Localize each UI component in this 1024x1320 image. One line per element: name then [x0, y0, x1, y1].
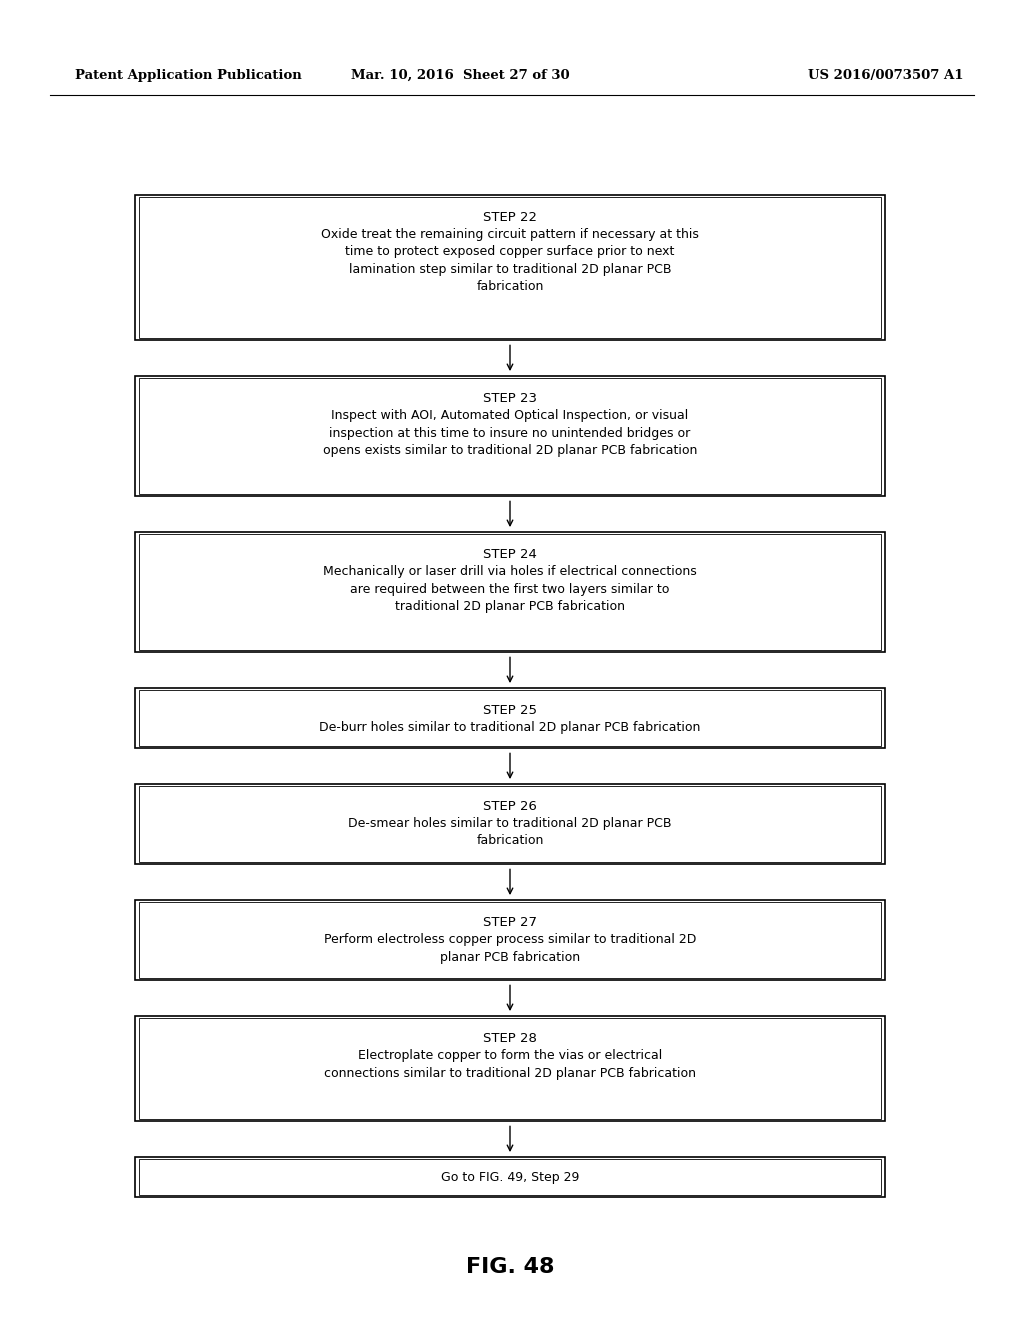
- Text: Patent Application Publication: Patent Application Publication: [75, 69, 302, 82]
- Text: Go to FIG. 49, Step 29: Go to FIG. 49, Step 29: [440, 1171, 580, 1184]
- Bar: [135, 195, 885, 341]
- Text: STEP 22: STEP 22: [483, 211, 537, 224]
- Text: US 2016/0073507 A1: US 2016/0073507 A1: [809, 69, 964, 82]
- Bar: [139, 533, 881, 651]
- Text: Mechanically or laser drill via holes if electrical connections
are required bet: Mechanically or laser drill via holes if…: [324, 565, 697, 612]
- Bar: [139, 197, 881, 338]
- Bar: [139, 378, 881, 495]
- Bar: [135, 1016, 885, 1121]
- Text: STEP 27: STEP 27: [483, 916, 537, 929]
- Text: Perform electroless copper process similar to traditional 2D
planar PCB fabricat: Perform electroless copper process simil…: [324, 933, 696, 964]
- Bar: [139, 785, 881, 862]
- Bar: [139, 1159, 881, 1196]
- Text: FIG. 48: FIG. 48: [466, 1257, 554, 1276]
- Text: Oxide treat the remaining circuit pattern if necessary at this
time to protect e: Oxide treat the remaining circuit patter…: [322, 228, 699, 293]
- Bar: [135, 376, 885, 496]
- Bar: [139, 902, 881, 978]
- Text: STEP 25: STEP 25: [483, 704, 537, 717]
- Bar: [139, 689, 881, 746]
- Bar: [135, 532, 885, 652]
- Bar: [135, 688, 885, 748]
- Text: STEP 24: STEP 24: [483, 548, 537, 561]
- Bar: [135, 1158, 885, 1197]
- Text: De-burr holes similar to traditional 2D planar PCB fabrication: De-burr holes similar to traditional 2D …: [319, 721, 700, 734]
- Text: De-smear holes similar to traditional 2D planar PCB
fabrication: De-smear holes similar to traditional 2D…: [348, 817, 672, 847]
- Text: Inspect with AOI, Automated Optical Inspection, or visual
inspection at this tim: Inspect with AOI, Automated Optical Insp…: [323, 409, 697, 457]
- Bar: [139, 1018, 881, 1119]
- Text: Mar. 10, 2016  Sheet 27 of 30: Mar. 10, 2016 Sheet 27 of 30: [351, 69, 570, 82]
- Text: Electroplate copper to form the vias or electrical
connections similar to tradit: Electroplate copper to form the vias or …: [324, 1049, 696, 1080]
- Text: STEP 23: STEP 23: [483, 392, 537, 405]
- Bar: [135, 784, 885, 865]
- Text: STEP 26: STEP 26: [483, 800, 537, 813]
- Bar: [135, 900, 885, 979]
- Text: STEP 28: STEP 28: [483, 1032, 537, 1045]
